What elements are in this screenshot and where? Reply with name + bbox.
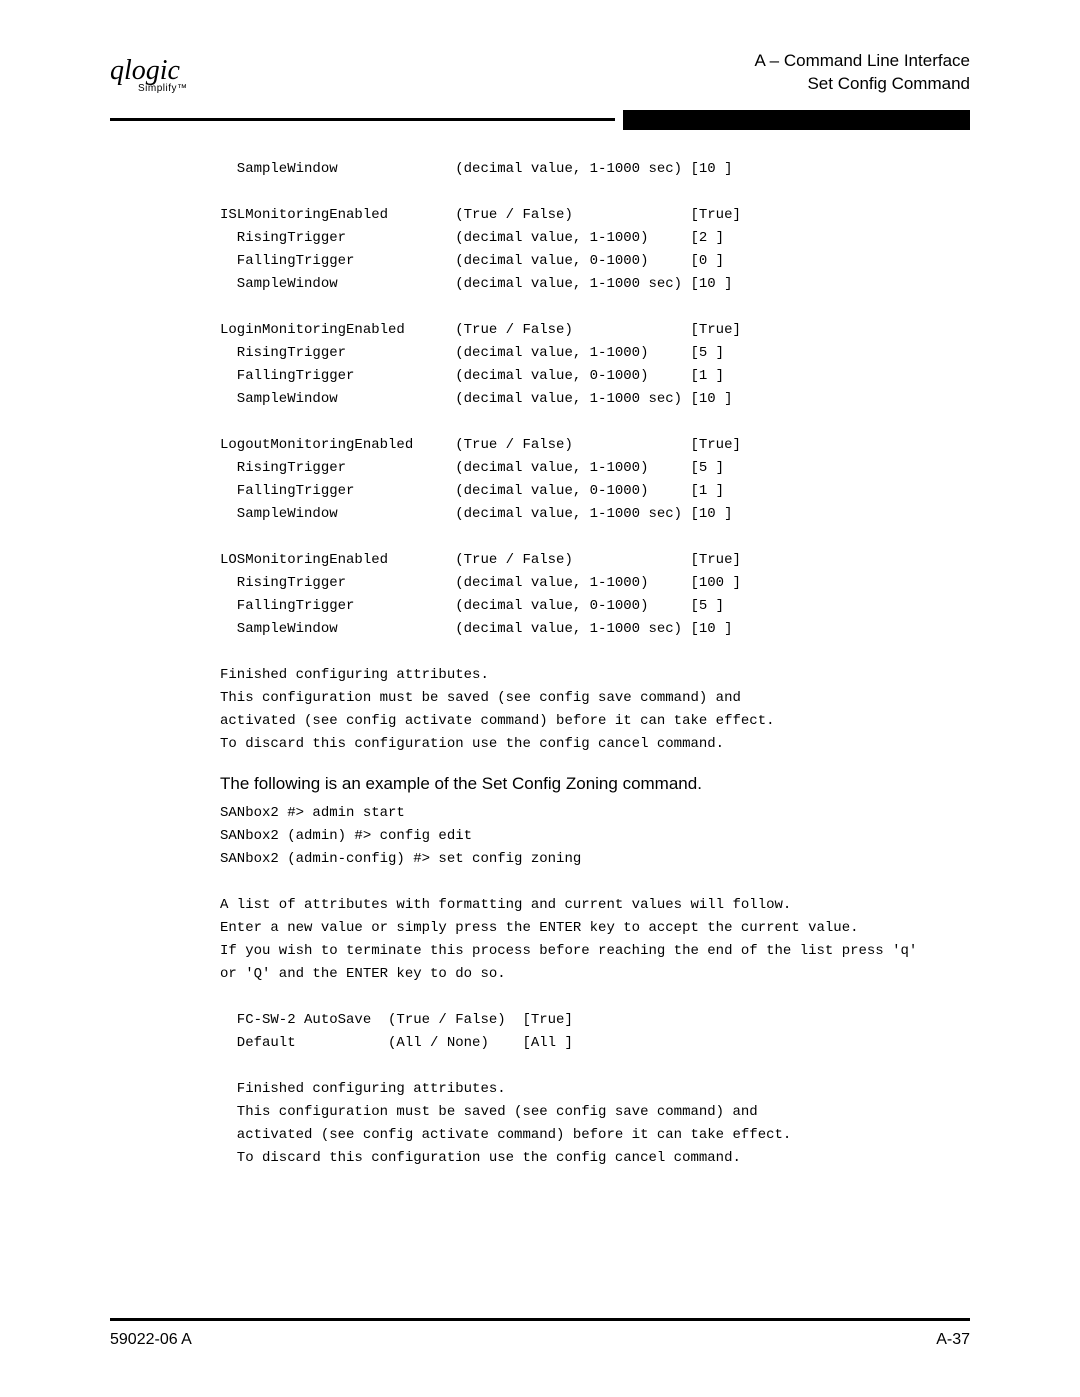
footer-right: A-37 — [936, 1331, 970, 1349]
command-lines: SANbox2 #> admin start SANbox2 (admin) #… — [220, 802, 970, 871]
notice1-l2: This configuration must be saved (see co… — [220, 690, 741, 706]
rule-thin — [110, 118, 615, 121]
notice1-l3: activated (see config activate command) … — [220, 713, 775, 729]
header-title: A – Command Line Interface Set Config Co… — [755, 50, 970, 96]
notice1-l1: Finished configuring attributes. — [220, 667, 489, 683]
header-title-line2: Set Config Command — [755, 73, 970, 96]
logo-main: qlogic — [110, 57, 180, 85]
notice2-l4: To discard this configuration use the co… — [220, 1150, 741, 1166]
logo-sub: Simplify™ — [138, 83, 208, 94]
cmd-l2: SANbox2 (admin) #> config edit — [220, 828, 472, 844]
notice-2: Finished configuring attributes. This co… — [220, 1078, 970, 1170]
intro-l2: Enter a new value or simply press the EN… — [220, 920, 859, 936]
page-body: SampleWindow (decimal value, 1-1000 sec)… — [220, 158, 970, 1170]
zoning-rows: FC-SW-2 AutoSave (True / False) [True] D… — [220, 1009, 970, 1055]
example-heading: The following is an example of the Set C… — [220, 774, 970, 794]
cmd-l1: SANbox2 #> admin start — [220, 805, 405, 821]
intro-l3: If you wish to terminate this process be… — [220, 943, 917, 959]
zoning-r1: FC-SW-2 AutoSave (True / False) [True] — [220, 1012, 573, 1028]
footer-left: 59022-06 A — [110, 1331, 192, 1349]
page-footer: 59022-06 A A-37 — [110, 1318, 970, 1349]
notice2-l1: Finished configuring attributes. — [220, 1081, 506, 1097]
page-header: qlogic Simplify™ A – Command Line Interf… — [110, 50, 970, 104]
notice2-l3: activated (see config activate command) … — [220, 1127, 791, 1143]
intro-l1: A list of attributes with formatting and… — [220, 897, 791, 913]
header-rule — [110, 110, 970, 130]
config-table: SampleWindow (decimal value, 1-1000 sec)… — [220, 158, 970, 641]
notice2-l2: This configuration must be saved (see co… — [220, 1104, 758, 1120]
notice1-l4: To discard this configuration use the co… — [220, 736, 724, 752]
intro-l4: or 'Q' and the ENTER key to do so. — [220, 966, 506, 982]
notice-1: Finished configuring attributes. This co… — [220, 664, 970, 756]
cmd-l3: SANbox2 (admin-config) #> set config zon… — [220, 851, 581, 867]
zoning-r2: Default (All / None) [All ] — [220, 1035, 573, 1051]
intro-lines: A list of attributes with formatting and… — [220, 894, 970, 986]
footer-rule — [110, 1318, 970, 1321]
logo: qlogic Simplify™ — [110, 57, 180, 96]
rule-block — [623, 110, 970, 130]
header-title-line1: A – Command Line Interface — [755, 50, 970, 73]
